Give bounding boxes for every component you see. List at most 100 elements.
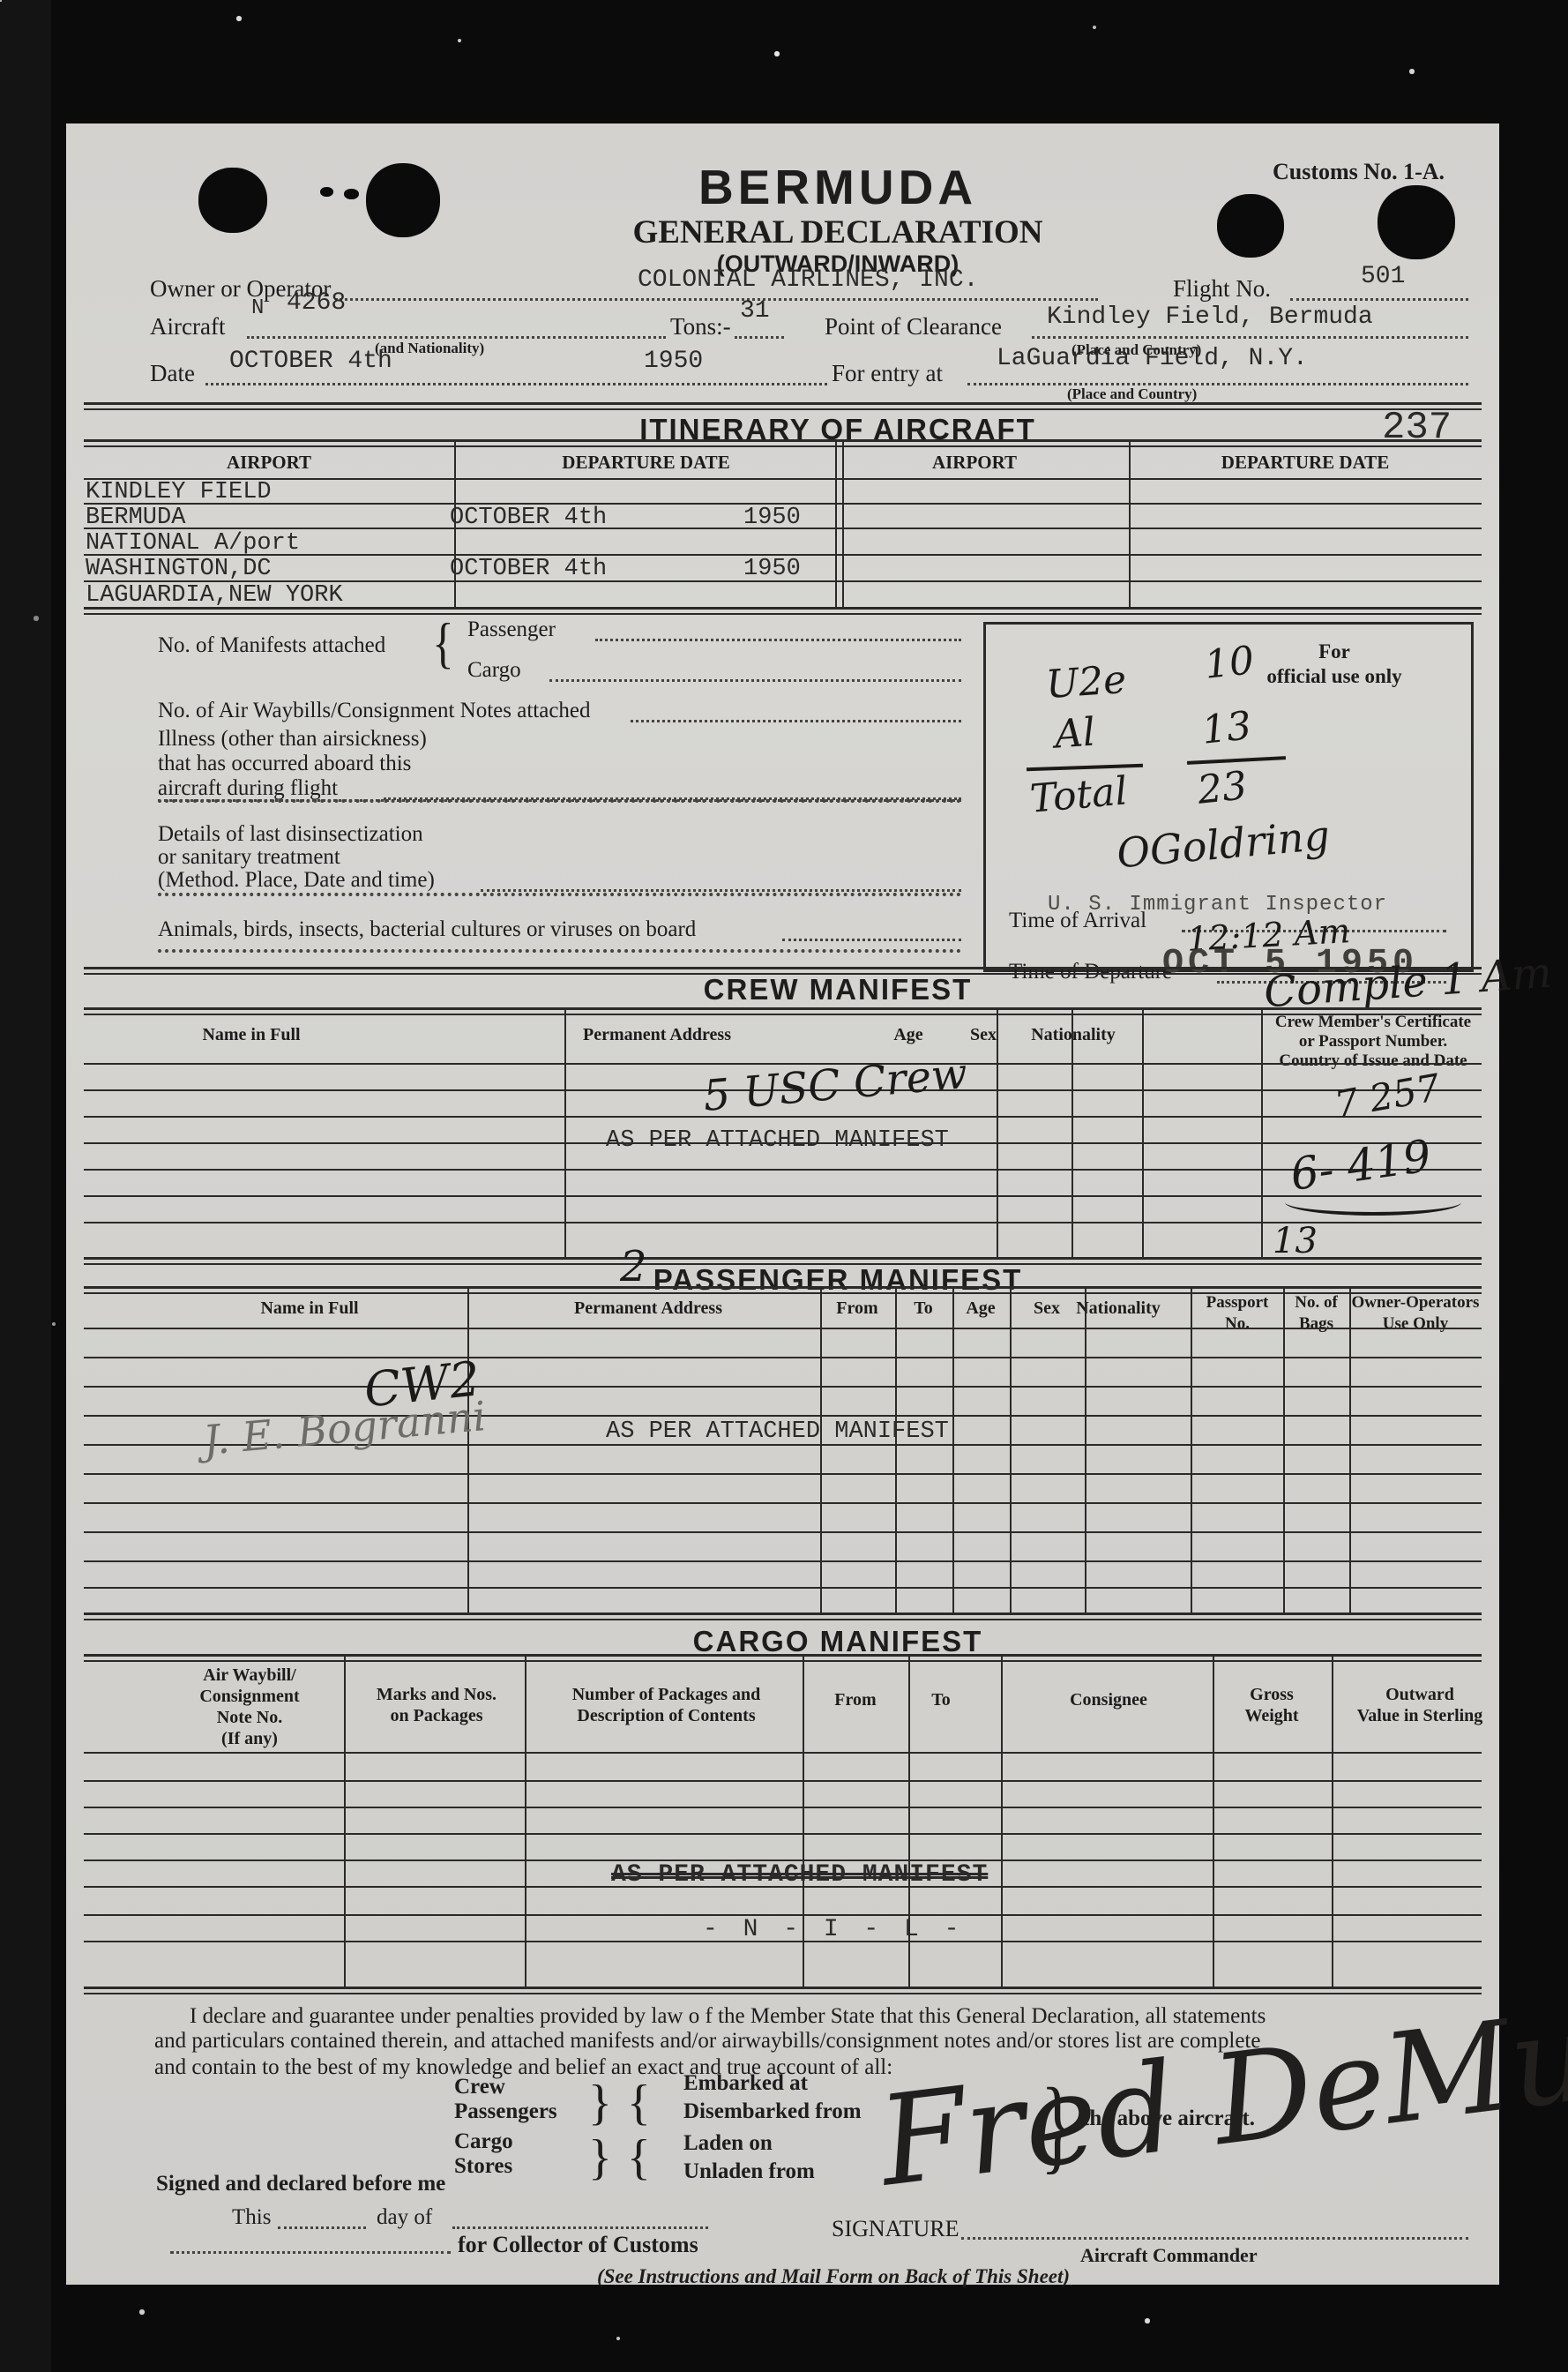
crew-col-cert-3: Country of Issue and Date — [1279, 1051, 1467, 1070]
crew-col-address: Permanent Address — [583, 1025, 731, 1044]
pax-col-bags-2: Bags — [1298, 1314, 1334, 1333]
date-year-value[interactable]: 1950 — [644, 348, 704, 375]
flight-no-line[interactable] — [1290, 275, 1468, 301]
itinerary-row-year[interactable]: 1950 — [743, 505, 801, 531]
table-divider — [454, 439, 456, 609]
tons-value[interactable]: 31 — [740, 297, 770, 325]
for-entry-at-line[interactable] — [967, 360, 1468, 385]
tons-line[interactable] — [735, 313, 784, 339]
time-of-departure-line[interactable] — [1217, 960, 1446, 984]
passenger-manifests-line[interactable] — [595, 617, 961, 641]
point-of-clearance-value[interactable]: Kindley Field, Bermuda — [1047, 303, 1373, 331]
point-of-clearance-line[interactable] — [1032, 313, 1468, 339]
divider — [84, 1286, 1482, 1294]
cargo-col-weight-1: Gross — [1250, 1685, 1294, 1704]
itinerary-row-airport[interactable]: BERMUDA — [86, 505, 186, 531]
table-divider — [1349, 1286, 1351, 1613]
cargo-col-value-1: Outward — [1385, 1685, 1454, 1704]
pax-col-passport-1: Passport — [1206, 1293, 1269, 1312]
rule — [84, 1444, 1482, 1446]
itinerary-page-number: 237 — [1382, 406, 1452, 450]
aircraft-line[interactable] — [247, 313, 666, 339]
crew-col-cert-2: or Passport Number. — [1298, 1032, 1448, 1051]
time-of-departure-label: Time of Departure — [1009, 960, 1173, 984]
itinerary-col-depdate-1: DEPARTURE DATE — [562, 452, 730, 473]
crew-col-cert-1: Crew Member's Certificate — [1274, 1013, 1472, 1031]
cargo-col-marks-1: Marks and Nos. — [376, 1685, 497, 1704]
table-divider — [908, 1654, 910, 1987]
full-dotted-line[interactable] — [158, 799, 961, 803]
this-label: This — [232, 2205, 272, 2229]
for-entry-at-value[interactable]: LaGuardia Field, N.Y. — [997, 345, 1308, 372]
aircraft-registration-prefix[interactable]: N — [251, 296, 265, 320]
aircraft-registration[interactable]: 4268 — [287, 289, 347, 317]
point-of-clearance-label: Point of Clearance — [825, 313, 1002, 340]
divider — [84, 439, 1482, 447]
flight-no-value[interactable]: 501 — [1361, 263, 1406, 290]
big-brace: } — [1041, 2066, 1074, 2183]
disinsectization-line[interactable] — [481, 868, 961, 892]
inspector-signature: OGoldring — [1115, 811, 1332, 878]
waybills-label: No. of Air Waybills/Consignment Notes at… — [158, 699, 591, 722]
signature-label: SIGNATURE — [832, 2216, 959, 2241]
crew-col-age: Age — [893, 1025, 923, 1044]
date-month-value[interactable]: OCTOBER 4th — [229, 348, 392, 375]
collector-line[interactable] — [170, 2230, 451, 2254]
pax-col-sex: Sex — [1034, 1298, 1060, 1318]
itinerary-row-airport[interactable]: NATIONAL A/port — [86, 530, 301, 557]
rule — [84, 554, 1482, 556]
full-dotted-line[interactable] — [158, 893, 961, 896]
declaration-item-passengers: Passengers — [454, 2099, 557, 2123]
itinerary-row-airport[interactable]: LAGUARDIA,NEW YORK — [86, 582, 343, 609]
table-divider — [820, 1286, 822, 1613]
date-line[interactable] — [205, 360, 827, 385]
owner-operator-value[interactable]: COLONIAL AIRLINES, INC. — [638, 266, 979, 294]
itinerary-col-airport-2: AIRPORT — [931, 452, 1018, 473]
divider — [84, 607, 1482, 615]
signature-line[interactable] — [961, 2216, 1468, 2240]
blank-line[interactable] — [158, 778, 961, 802]
divider — [84, 1654, 1482, 1662]
declaration-line-3: and contain to the best of my knowledge … — [154, 2055, 893, 2079]
itinerary-col-airport-1: AIRPORT — [226, 452, 312, 473]
time-of-arrival-line[interactable] — [1182, 909, 1446, 932]
table-divider — [835, 439, 844, 609]
pax-col-name: Name in Full — [260, 1298, 359, 1318]
brace: { — [627, 2076, 651, 2130]
manifests-attached-label: No. of Manifests attached — [158, 633, 386, 657]
full-dotted-line[interactable] — [158, 949, 961, 953]
divider — [84, 1987, 1482, 1994]
declaration-action-unladen: Unladen from — [683, 2159, 815, 2183]
cargo-manifests-line[interactable] — [549, 658, 961, 682]
rule — [84, 1357, 1482, 1358]
rule — [84, 1560, 1482, 1562]
cargo-manifests-label: Cargo — [467, 658, 521, 682]
passenger-manifest-title: PASSENGER MANIFEST — [653, 1263, 1023, 1296]
day-of-line[interactable] — [452, 2205, 708, 2229]
rule — [84, 528, 1482, 529]
customs-form-number: Customs No. 1-A. — [1273, 159, 1445, 184]
rule — [84, 1941, 1482, 1942]
cargo-nil-note: - N - I - L - — [703, 1916, 965, 1943]
table-divider — [1085, 1286, 1086, 1613]
cargo-col-packages-1: Number of Packages and — [571, 1685, 761, 1704]
animals-line[interactable] — [782, 917, 961, 941]
owner-operator-label: Owner or Operator — [150, 275, 332, 302]
itinerary-row-date[interactable]: OCTOBER 4th — [450, 556, 608, 582]
itinerary-row-year[interactable]: 1950 — [743, 556, 801, 582]
table-divider — [1142, 1007, 1144, 1259]
pax-col-from: From — [836, 1298, 878, 1318]
table-divider — [895, 1286, 897, 1613]
illness-line[interactable] — [384, 776, 961, 800]
this-line[interactable] — [278, 2205, 366, 2229]
itinerary-row-airport[interactable]: WASHINGTON,DC — [86, 556, 272, 582]
crew-address-handwriting: 5 USC Crew — [701, 1049, 970, 1121]
table-divider — [1261, 1007, 1263, 1259]
waybills-line[interactable] — [631, 699, 961, 722]
divider — [84, 1257, 1482, 1265]
itinerary-row-airport[interactable]: KINDLEY FIELD — [86, 479, 272, 505]
owner-operator-line[interactable] — [335, 275, 1098, 301]
official-use-label-2: official use only — [1266, 665, 1402, 687]
itinerary-row-date[interactable]: OCTOBER 4th — [450, 505, 608, 531]
form-title: BERMUDA — [698, 160, 978, 214]
